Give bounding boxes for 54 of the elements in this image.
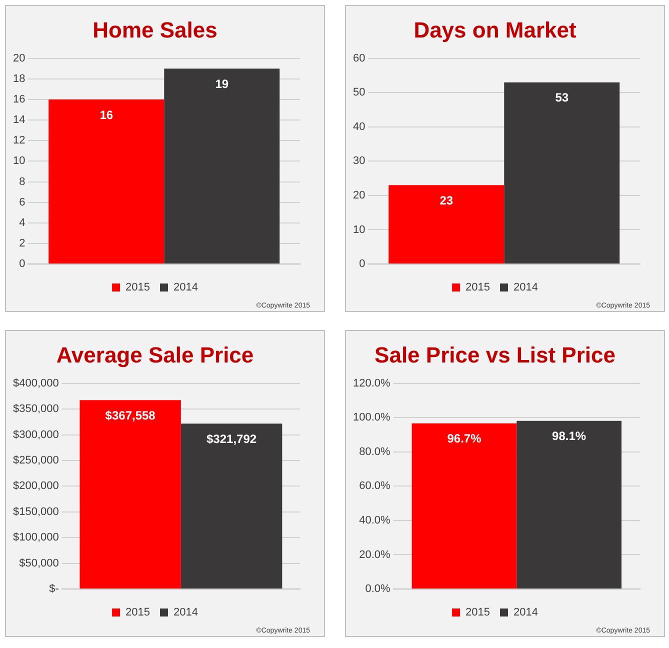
y-tick-label: 60 <box>352 52 366 64</box>
legend-label: 2015 <box>126 282 150 294</box>
y-tick-label: 4 <box>19 216 26 229</box>
y-tick-label: $300,000 <box>12 428 59 441</box>
y-tick-label: 100.0% <box>352 412 391 424</box>
y-tick-label: $100,000 <box>12 532 59 544</box>
data-label: $321,792 <box>206 432 257 446</box>
y-tick-label: $50,000 <box>19 557 59 570</box>
chart-title: Home Sales <box>92 17 218 42</box>
y-tick-label: 20 <box>352 190 366 202</box>
y-tick-label: 12 <box>12 134 26 147</box>
y-tick-label: 0 <box>359 258 366 270</box>
data-label: $367,558 <box>105 408 156 422</box>
y-tick-label: 16 <box>12 94 26 106</box>
y-tick-label: $400,000 <box>12 377 59 390</box>
y-tick-label: $200,000 <box>12 480 59 492</box>
y-tick-label: 2 <box>19 237 26 250</box>
data-label: 16 <box>100 108 114 122</box>
data-label: 23 <box>440 194 454 208</box>
chart-title: Days on Market <box>414 17 577 42</box>
chart-title: Average Sale Price <box>56 342 254 368</box>
y-tick-label: 40 <box>352 120 366 133</box>
y-tick-label: 20.0% <box>359 548 391 561</box>
y-tick-label: 60.0% <box>359 480 391 492</box>
y-tick-label: 30 <box>352 155 366 168</box>
y-tick-label: 0.0% <box>365 583 391 596</box>
y-tick-label: 10 <box>352 224 366 236</box>
y-tick-label: 40.0% <box>359 514 391 526</box>
data-label: 96.7% <box>447 432 482 446</box>
y-tick-label: 20 <box>12 52 26 64</box>
chart-title: Sale Price vs List Price <box>374 342 616 368</box>
data-label: 98.1% <box>552 429 586 444</box>
y-tick-label: 10 <box>12 155 26 168</box>
y-tick-label: 6 <box>19 196 26 208</box>
legend-label: 2014 <box>174 282 198 294</box>
y-tick-label: $250,000 <box>12 454 59 467</box>
data-label: 53 <box>555 90 569 105</box>
legend-label: 2014 <box>514 282 538 294</box>
y-tick-label: $- <box>49 583 60 596</box>
legend-label: 2014 <box>514 606 538 619</box>
legend-label: 2015 <box>466 282 490 294</box>
y-tick-label: $350,000 <box>12 403 59 416</box>
legend-label: 2014 <box>174 606 198 619</box>
y-tick-label: 0 <box>19 258 26 270</box>
y-tick-label: 80.0% <box>359 446 391 458</box>
y-tick-label: 8 <box>19 176 26 188</box>
data-label: 19 <box>215 76 229 91</box>
y-tick-label: 18 <box>12 72 26 85</box>
y-tick-label: $150,000 <box>12 506 59 518</box>
y-tick-label: 120.0% <box>352 377 391 390</box>
y-tick-label: 50 <box>352 86 366 99</box>
y-tick-label: 14 <box>12 114 26 126</box>
legend-label: 2015 <box>466 606 490 619</box>
legend-label: 2015 <box>126 606 150 619</box>
